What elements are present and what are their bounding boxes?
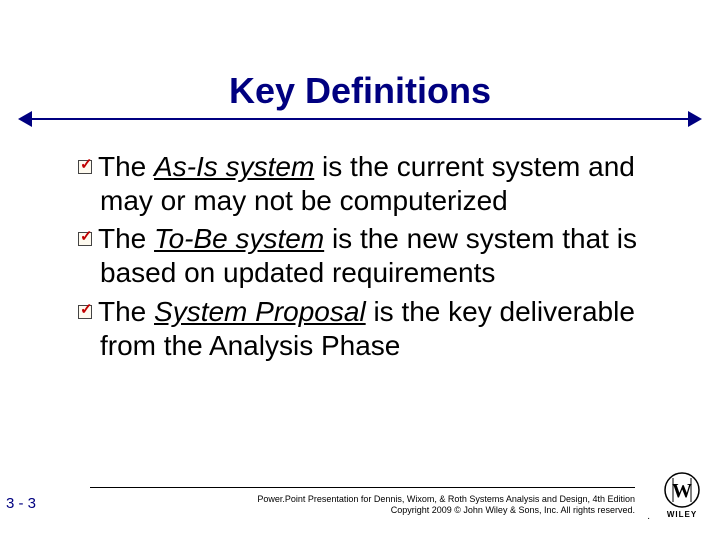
publisher-logo: W WILEY [656,472,708,524]
bullet-term: To-Be system [154,223,324,254]
dot: . [647,511,650,522]
list-item: The To-Be system is the new system that … [78,222,660,290]
footer-line1: Power.Point Presentation for Dennis, Wix… [90,494,635,505]
bullet-pre: The [98,296,154,327]
bullet-pre: The [98,223,154,254]
bullet-pre: The [98,151,154,182]
bullet-list: The As-Is system is the current system a… [78,150,660,367]
bullet-term: System Proposal [154,296,366,327]
arrow-left-icon [18,111,32,127]
slide-number: 3 - 3 [6,495,36,512]
list-item: The System Proposal is the key deliverab… [78,295,660,363]
footer-line2: Copyright 2009 © John Wiley & Sons, Inc.… [90,505,635,516]
slide-title: Key Definitions [229,70,491,112]
svg-text:W: W [672,480,692,502]
title-area: Key Definitions [0,70,720,112]
slide: Key Definitions The As-Is system is the … [0,0,720,540]
checkbox-icon [78,160,92,174]
title-underline [30,118,690,120]
footer-text: Power.Point Presentation for Dennis, Wix… [90,494,635,517]
footer-divider [90,487,635,488]
checkbox-icon [78,305,92,319]
bullet-term: As-Is system [154,151,314,182]
checkbox-icon [78,232,92,246]
list-item: The As-Is system is the current system a… [78,150,660,218]
logo-text: WILEY [656,510,708,519]
arrow-right-icon [688,111,702,127]
wiley-logo-icon: W [664,472,700,508]
